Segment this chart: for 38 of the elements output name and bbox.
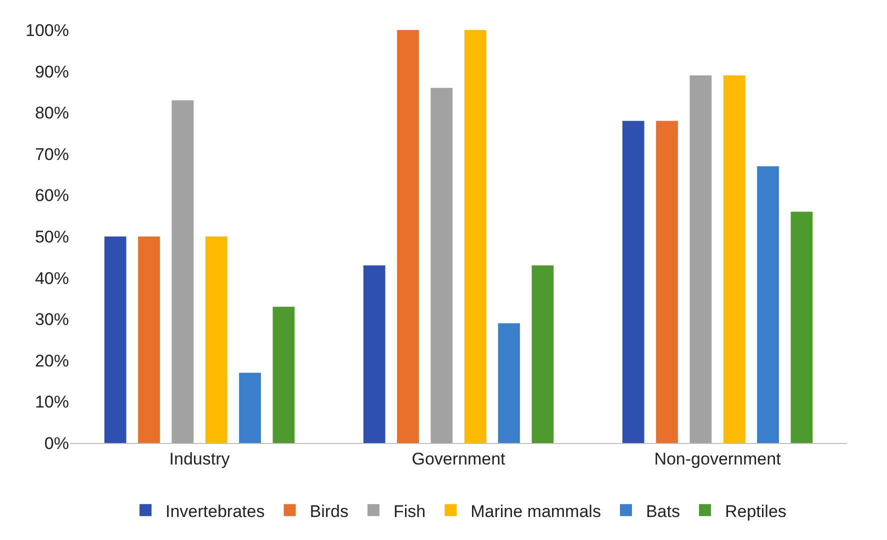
legend-label: Reptiles (724, 502, 786, 521)
bar (363, 265, 386, 443)
bar (430, 88, 453, 443)
x-tick-label: Non-government (654, 449, 782, 468)
y-tick-label: 30% (34, 310, 69, 330)
y-tick-label: 50% (34, 227, 69, 246)
bar (464, 30, 486, 443)
bar (104, 236, 126, 443)
y-tick-label: 80% (34, 104, 69, 123)
y-tick-label: 90% (34, 62, 69, 82)
legend-label: Marine mammals (470, 502, 601, 521)
y-tick-label: 40% (34, 268, 69, 288)
x-tick-label: Government (412, 449, 506, 468)
bar (690, 75, 712, 443)
y-tick-label: 60% (34, 186, 69, 206)
y-tick-label: 70% (34, 144, 69, 164)
bar (790, 212, 813, 443)
legend-label: Birds (310, 502, 348, 521)
bar (138, 236, 160, 443)
legend-label: Bats (646, 502, 680, 521)
legend-label: Fish (393, 502, 426, 521)
bar (172, 100, 194, 443)
legend-label: Invertebrates (166, 502, 265, 521)
bar (532, 265, 554, 443)
y-tick-label: 10% (34, 392, 69, 412)
bar (498, 323, 520, 443)
bar (205, 236, 228, 443)
bar (757, 166, 779, 443)
bar (239, 372, 261, 443)
bar (723, 75, 746, 443)
y-tick-label: 100% (26, 20, 69, 40)
y-tick-label: 20% (34, 351, 69, 370)
bar (397, 30, 419, 443)
y-tick-label: 0% (44, 434, 69, 453)
bar (656, 120, 678, 443)
bar (622, 120, 644, 443)
bar (272, 306, 295, 443)
x-tick-label: Industry (169, 449, 230, 468)
